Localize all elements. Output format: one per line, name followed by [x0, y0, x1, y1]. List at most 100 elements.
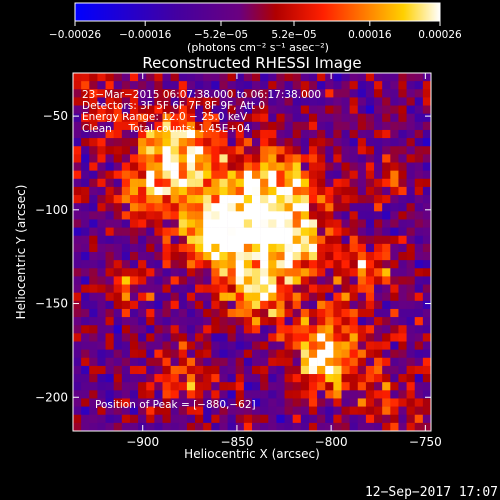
- heatmap-cell: [178, 341, 188, 350]
- heatmap-cell: [113, 203, 123, 212]
- heatmap-cell: [211, 243, 220, 253]
- heatmap-cell: [292, 73, 302, 82]
- heatmap-cell: [235, 357, 245, 367]
- heatmap-cell: [73, 146, 82, 155]
- heatmap-cell: [138, 300, 147, 310]
- heatmap-cell: [382, 113, 391, 123]
- heatmap-cell: [162, 170, 171, 180]
- heatmap-cell: [162, 81, 171, 90]
- heatmap-cell: [162, 162, 171, 171]
- heatmap-cell: [252, 333, 261, 342]
- heatmap-cell: [398, 398, 407, 407]
- heatmap-cell: [382, 211, 391, 220]
- heatmap-cell: [390, 138, 399, 147]
- heatmap-cell: [382, 129, 391, 139]
- heatmap-cell: [292, 398, 302, 407]
- heatmap-cell: [252, 406, 261, 416]
- heatmap-cell: [382, 284, 391, 293]
- heatmap-cell: [186, 162, 196, 171]
- heatmap-cell: [341, 170, 350, 180]
- heatmap-cell: [276, 235, 285, 245]
- heatmap-cell: [129, 308, 139, 318]
- heatmap-cell: [317, 195, 326, 204]
- heatmap-cell: [227, 121, 237, 131]
- heatmap-cell: [317, 276, 326, 285]
- heatmap-cell: [178, 300, 188, 310]
- heatmap-cell: [146, 308, 155, 318]
- heatmap-cell: [292, 414, 302, 424]
- heatmap-cell: [113, 227, 123, 237]
- heatmap-cell: [325, 390, 334, 399]
- heatmap-cell: [317, 333, 326, 342]
- heatmap-cell: [422, 390, 431, 399]
- heatmap-cell: [227, 260, 237, 269]
- heatmap-cell: [422, 243, 431, 253]
- heatmap-cell: [170, 243, 180, 253]
- heatmap-cell: [81, 292, 90, 302]
- heatmap-cell: [333, 105, 342, 114]
- heatmap-cell: [374, 146, 383, 155]
- heatmap-cell: [260, 382, 269, 391]
- heatmap-cell: [382, 154, 391, 163]
- heatmap-cell: [105, 349, 114, 359]
- heatmap-cell: [333, 227, 342, 237]
- heatmap-cell: [308, 81, 318, 90]
- heatmap-cell: [252, 170, 261, 180]
- heatmap-cell: [422, 276, 431, 285]
- heatmap-cell: [129, 138, 139, 147]
- heatmap-cell: [146, 138, 155, 147]
- heatmap-cell: [260, 211, 269, 220]
- heatmap-cell: [154, 333, 163, 342]
- heatmap-cell: [81, 97, 90, 106]
- heatmap-cell: [406, 292, 416, 302]
- heatmap-cell: [333, 276, 342, 285]
- heatmap-cell: [121, 113, 131, 123]
- heatmap-cell: [203, 138, 212, 147]
- heatmap-cell: [300, 252, 310, 261]
- heatmap-cell: [308, 113, 318, 123]
- heatmap-cell: [341, 284, 350, 293]
- heatmap-cell: [414, 162, 424, 171]
- heatmap-cell: [260, 292, 269, 302]
- heatmap-cell: [382, 398, 391, 407]
- heatmap-cell: [154, 73, 163, 82]
- heatmap-cell: [390, 121, 399, 131]
- heatmap-cell: [129, 414, 139, 424]
- heatmap-cell: [308, 422, 318, 431]
- heatmap-cell: [178, 422, 188, 431]
- heatmap-cell: [390, 276, 399, 285]
- heatmap-cell: [227, 341, 237, 350]
- heatmap-cell: [162, 276, 171, 285]
- heatmap-cell: [390, 406, 399, 416]
- heatmap-cell: [260, 105, 269, 114]
- heatmap-cell: [203, 252, 212, 261]
- heatmap-cell: [390, 186, 399, 196]
- heatmap-cell: [138, 235, 147, 245]
- heatmap-cell: [243, 129, 253, 139]
- heatmap-cell: [146, 113, 155, 123]
- heatmap-cell: [276, 178, 285, 188]
- heatmap-cell: [227, 211, 237, 220]
- heatmap-cell: [357, 162, 367, 171]
- heatmap-cell: [97, 129, 106, 139]
- heatmap-cell: [300, 105, 310, 114]
- heatmap-cell: [113, 105, 123, 114]
- heatmap-cell: [235, 260, 245, 269]
- heatmap-cell: [260, 422, 269, 431]
- heatmap-cell: [170, 203, 180, 212]
- heatmap-cell: [219, 374, 228, 383]
- heatmap-cell: [219, 186, 228, 196]
- heatmap-cell: [398, 211, 407, 220]
- heatmap-cell: [203, 398, 212, 407]
- heatmap-cell: [219, 235, 228, 245]
- heatmap-cell: [81, 219, 90, 228]
- heatmap-cell: [121, 300, 131, 310]
- heatmap-cell: [374, 81, 383, 90]
- heatmap-cell: [317, 341, 326, 350]
- heatmap-cell: [268, 235, 277, 245]
- heatmap-cell: [113, 89, 123, 98]
- heatmap-cell: [129, 146, 139, 155]
- heatmap-cell: [170, 325, 180, 334]
- heatmap-cell: [170, 406, 180, 416]
- heatmap-cell: [357, 357, 367, 367]
